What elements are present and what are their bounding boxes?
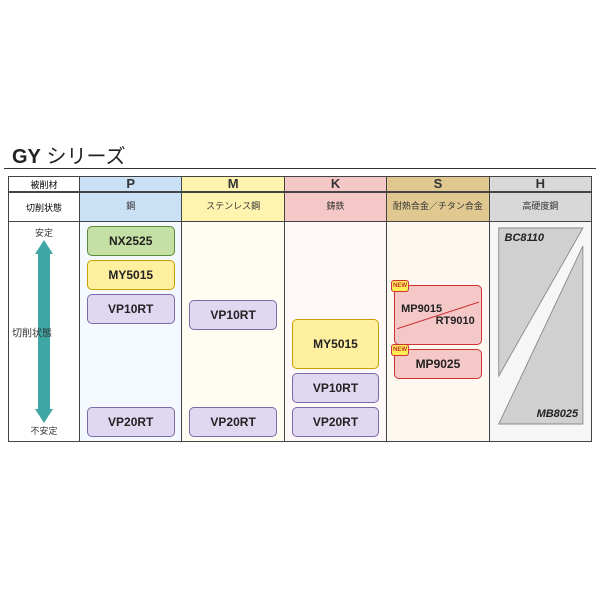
state-mid-label: 切削状態 <box>12 324 52 339</box>
header-row-2: 切削状態 鋼ステンレス鋼鋳鉄耐熱合金／チタン合金高硬度鋼 <box>8 192 592 222</box>
col-subheader-P: 鋼 <box>80 192 182 222</box>
col-body-H: BC8110MB8025 <box>490 222 592 442</box>
col-header-K: K <box>285 176 387 192</box>
title-suffix: シリーズ <box>41 146 126 168</box>
grade-chip: MP9025NEW <box>394 349 482 379</box>
material-chart: 被削材 PMKSH 切削状態 鋼ステンレス鋼鋳鉄耐熱合金／チタン合金高硬度鋼 安… <box>8 176 592 442</box>
title-rule <box>4 168 596 169</box>
grade-chip: VP20RT <box>87 407 175 437</box>
grade-chip: VP10RT <box>292 373 380 403</box>
material-row-label: 被削材 <box>8 176 80 192</box>
title-prefix: GY <box>12 146 41 168</box>
state-row-label: 切削状態 <box>8 192 80 222</box>
grade-chip: MY5015 <box>87 260 175 290</box>
col-body-P: NX2525 MY5015 VP10RT VP20RT <box>80 222 182 442</box>
state-stable: 安定 <box>9 226 79 239</box>
state-axis: 安定 切削状態 不安定 <box>8 222 80 442</box>
chart-body: 安定 切削状態 不安定 NX2525MY5015VP10RTVP20RTVP10… <box>8 222 592 442</box>
new-badge: NEW <box>391 344 409 356</box>
grade-chip: VP20RT <box>292 407 380 437</box>
col-subheader-H: 高硬度鋼 <box>490 192 592 222</box>
grade-chip: MY5015 <box>292 319 380 369</box>
grade-chip: VP10RT <box>87 294 175 324</box>
col-header-S: S <box>387 176 489 192</box>
header-row-1: 被削材 PMKSH <box>8 176 592 192</box>
grade-chip-split: MP9015RT9010NEW <box>394 285 482 345</box>
grade-chip: VP20RT <box>189 407 277 437</box>
col-subheader-S: 耐熱合金／チタン合金 <box>387 192 489 222</box>
col-header-P: P <box>80 176 182 192</box>
col-subheader-M: ステンレス鋼 <box>182 192 284 222</box>
triangle-grades: BC8110MB8025 <box>497 226 585 426</box>
new-badge: NEW <box>391 280 409 292</box>
col-body-K: MY5015 VP10RT VP20RT <box>285 222 387 442</box>
col-body-M: VP10RT VP20RT <box>182 222 284 442</box>
col-body-S: MP9015RT9010NEW MP9025NEW <box>387 222 489 442</box>
grade-chip: VP10RT <box>189 300 277 330</box>
col-header-H: H <box>490 176 592 192</box>
col-subheader-K: 鋳鉄 <box>285 192 387 222</box>
page-title: GY シリーズ <box>12 140 125 169</box>
col-header-M: M <box>182 176 284 192</box>
state-unstable: 不安定 <box>9 424 79 437</box>
grade-chip: NX2525 <box>87 226 175 256</box>
